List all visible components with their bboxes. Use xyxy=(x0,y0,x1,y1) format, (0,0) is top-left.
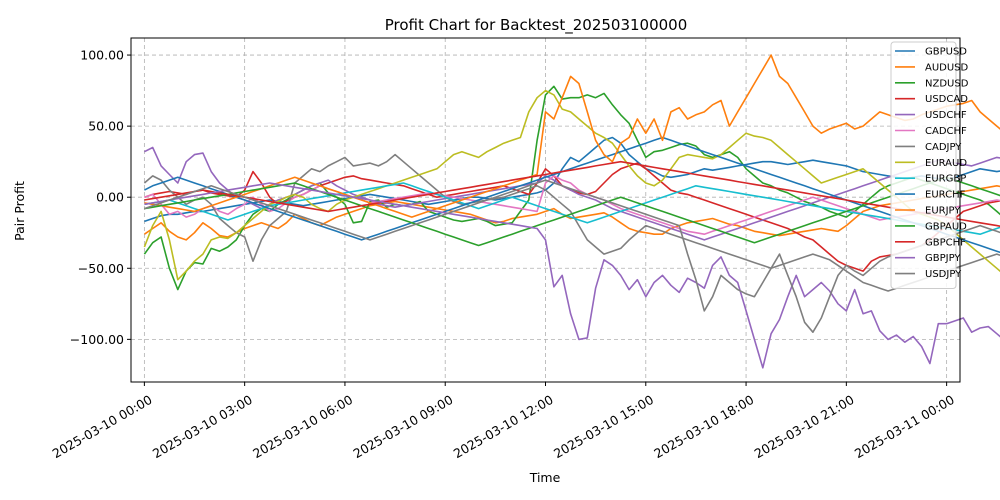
y-tick-label: 50.00 xyxy=(88,119,124,134)
y-tick-label: −50.00 xyxy=(78,261,124,276)
legend-label: USDCHF xyxy=(925,110,967,121)
x-axis-title: Time xyxy=(529,470,561,485)
legend-label: GBPUSD xyxy=(925,47,967,58)
legend-label: EURGBP xyxy=(925,174,966,185)
legend-label: USDJPY xyxy=(925,269,962,280)
series-line-usdjpy xyxy=(144,179,1000,334)
series-line-euraud xyxy=(143,89,1000,281)
y-tick-label: 100.00 xyxy=(80,48,124,63)
legend-label: GBPJPY xyxy=(925,253,961,264)
series-lines xyxy=(143,54,1000,369)
legend-label: CADCHF xyxy=(925,126,967,137)
y-axis: −100.00 −50.00 0.00 50.00 100.00 xyxy=(70,48,131,347)
series-line-usdchf xyxy=(144,146,1000,241)
legend-label: EURAUD xyxy=(925,158,967,169)
series-line-usdcad xyxy=(144,162,1000,272)
legend-label: AUDUSD xyxy=(925,62,969,73)
series-line-cadjpy xyxy=(143,153,1000,292)
series-line-eurchf xyxy=(144,136,1000,254)
legend-label: GBPCHF xyxy=(925,237,966,248)
series-line-gbpusd xyxy=(144,136,1000,223)
legend-label: EURCHF xyxy=(925,190,966,201)
legend-label: USDCAD xyxy=(925,94,968,105)
y-axis-title: Pair Profit xyxy=(12,181,27,241)
chart-title: Profit Chart for Backtest_202503100000 xyxy=(385,16,688,35)
legend: GBPUSD AUDUSD NZDUSD USDCAD USDCHF CADCHF CADJ… xyxy=(890,41,969,289)
legend-label: EURJPY xyxy=(925,206,961,217)
series-line-eurgbp xyxy=(144,182,1000,235)
legend-label: GBPAUD xyxy=(925,221,967,232)
y-tick-label: 0.00 xyxy=(96,190,124,205)
legend-box xyxy=(890,41,957,289)
series-line-gbpjpy xyxy=(144,182,1000,369)
y-tick-label: −100.00 xyxy=(70,332,124,347)
legend-label: NZDUSD xyxy=(925,78,969,89)
series-line-gbpchf xyxy=(144,160,1000,227)
series-line-eurjpy xyxy=(144,54,1000,218)
legend-label: CADJPY xyxy=(925,142,962,153)
